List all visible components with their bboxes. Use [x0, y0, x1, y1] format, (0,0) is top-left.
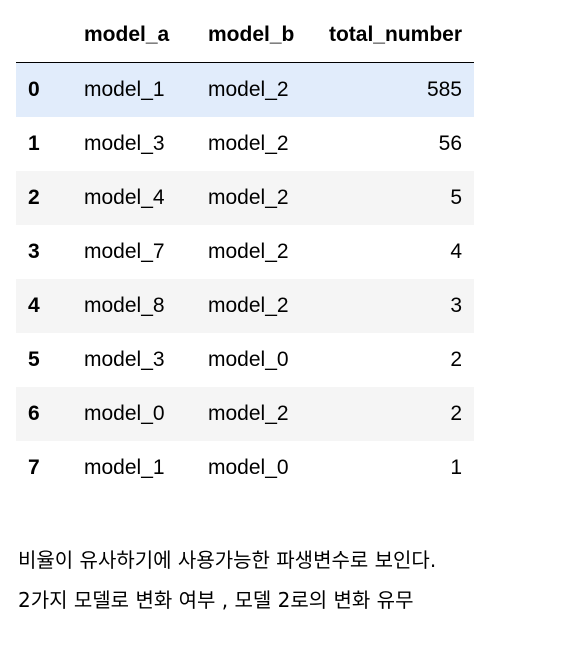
- cell-model-b: model_2: [208, 294, 289, 317]
- index-header: [16, 8, 80, 63]
- row-index: 6: [28, 402, 40, 425]
- cell-total-number: 5: [450, 186, 462, 209]
- column-header-model-b: model_b: [204, 8, 326, 63]
- row-index: 1: [28, 132, 40, 155]
- note-line: 비율이 유사하기에 사용가능한 파생변수로 보인다.: [18, 548, 437, 572]
- table-row[interactable]: 3 model_7 model_2 4: [16, 225, 474, 279]
- cell-model-a: model_8: [84, 294, 165, 317]
- table-row[interactable]: 2 model_4 model_2 5: [16, 171, 474, 225]
- table-row[interactable]: 7 model_1 model_0 1: [16, 441, 474, 495]
- row-index: 4: [28, 294, 40, 317]
- cell-total-number: 4: [450, 240, 462, 263]
- dataframe-table: model_a model_b total_number 0 model_1 m…: [16, 8, 474, 495]
- table-row[interactable]: 6 model_0 model_2 2: [16, 387, 474, 441]
- note-line: 2가지 모델로 변화 여부 , 모델 2로의 변화 유무: [18, 588, 414, 612]
- cell-total-number: 1: [450, 456, 462, 479]
- row-index: 3: [28, 240, 40, 263]
- cell-model-a: model_1: [84, 456, 165, 479]
- cell-model-b: model_0: [208, 456, 289, 479]
- row-index: 5: [28, 348, 40, 371]
- cell-model-a: model_3: [84, 348, 165, 371]
- dataframe-output: model_a model_b total_number 0 model_1 m…: [16, 8, 474, 495]
- table-header: model_a model_b total_number: [16, 8, 474, 63]
- cell-model-a: model_4: [84, 186, 165, 209]
- table-row[interactable]: 1 model_3 model_2 56: [16, 117, 474, 171]
- cell-model-b: model_2: [208, 402, 289, 425]
- cell-model-b: model_0: [208, 348, 289, 371]
- cell-total-number: 2: [450, 348, 462, 371]
- table-row[interactable]: 0 model_1 model_2 585: [16, 62, 474, 117]
- table-row[interactable]: 4 model_8 model_2 3: [16, 279, 474, 333]
- cell-model-b: model_2: [208, 240, 289, 263]
- cell-total-number: 56: [438, 132, 462, 155]
- cell-model-b: model_2: [208, 78, 289, 101]
- cell-model-a: model_0: [84, 402, 165, 425]
- table-body: 0 model_1 model_2 585 1 model_3 model_2 …: [16, 62, 474, 495]
- cell-total-number: 585: [426, 78, 462, 101]
- markdown-note: 비율이 유사하기에 사용가능한 파생변수로 보인다. 2가지 모델로 변화 여부…: [18, 540, 578, 620]
- row-index: 7: [28, 456, 40, 479]
- cell-model-a: model_7: [84, 240, 165, 263]
- cell-model-b: model_2: [208, 186, 289, 209]
- cell-model-a: model_3: [84, 132, 165, 155]
- cell-total-number: 2: [450, 402, 462, 425]
- row-index: 2: [28, 186, 40, 209]
- header-row: model_a model_b total_number: [16, 8, 474, 63]
- column-header-total-number: total_number: [326, 8, 474, 63]
- cell-model-b: model_2: [208, 132, 289, 155]
- table-row[interactable]: 5 model_3 model_0 2: [16, 333, 474, 387]
- cell-total-number: 3: [450, 294, 462, 317]
- row-index: 0: [28, 78, 40, 101]
- column-header-model-a: model_a: [80, 8, 204, 63]
- cell-model-a: model_1: [84, 78, 165, 101]
